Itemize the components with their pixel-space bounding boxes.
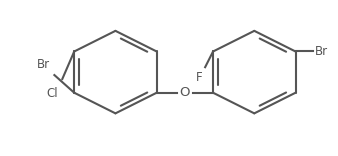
Text: Cl: Cl bbox=[47, 87, 58, 100]
Text: F: F bbox=[195, 71, 202, 84]
Text: Br: Br bbox=[315, 45, 329, 58]
Text: Br: Br bbox=[37, 58, 50, 71]
Text: O: O bbox=[179, 86, 190, 99]
